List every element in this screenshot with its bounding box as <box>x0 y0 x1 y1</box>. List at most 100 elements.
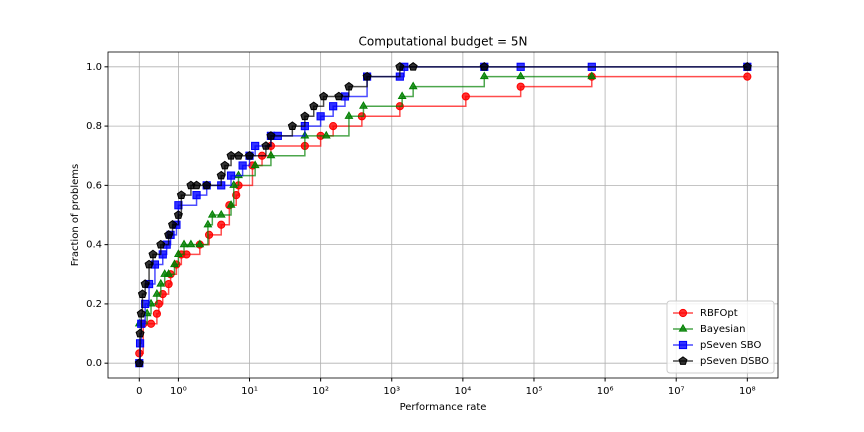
legend-label: pSeven DSBO <box>700 356 769 367</box>
marker <box>202 180 212 190</box>
y-tick-label: 0.8 <box>86 121 102 132</box>
marker <box>152 288 162 297</box>
x-axis-label: Performance rate <box>400 402 487 413</box>
x-tick-label: 10¹ <box>241 386 258 397</box>
marker <box>173 249 183 257</box>
legend-box <box>666 300 775 374</box>
marker <box>226 171 236 180</box>
marker <box>156 278 166 287</box>
marker <box>319 91 329 101</box>
marker <box>479 71 489 80</box>
marker <box>309 101 319 111</box>
marker <box>195 239 205 248</box>
marker <box>266 150 276 159</box>
x-tick-label: 10⁰ <box>170 386 187 397</box>
marker <box>226 150 236 160</box>
marker <box>321 130 331 139</box>
marker <box>137 289 147 298</box>
marker <box>134 358 144 368</box>
marker <box>220 160 230 170</box>
legend-label: Bayesian <box>700 324 746 335</box>
marker <box>203 219 213 228</box>
marker <box>141 299 150 309</box>
marker <box>170 259 179 268</box>
marker <box>192 191 201 200</box>
x-tick-label: 10⁷ <box>668 386 685 397</box>
marker <box>287 121 297 130</box>
marker <box>156 239 166 249</box>
y-tick-label: 0.4 <box>86 240 102 251</box>
legend: RBFOpt Bayesian pSeven SBO pSeven DSBO <box>666 300 775 374</box>
marker <box>461 92 470 101</box>
marker <box>164 230 174 239</box>
marker <box>678 340 688 350</box>
marker <box>408 62 418 71</box>
marker <box>186 239 196 248</box>
marker <box>334 91 344 101</box>
x-tick-label: 10⁵ <box>526 386 543 397</box>
marker <box>216 209 226 218</box>
marker <box>173 210 183 219</box>
marker <box>516 82 525 91</box>
marker <box>397 91 407 100</box>
marker <box>587 71 597 80</box>
y-tick-label: 0.2 <box>86 299 102 310</box>
marker <box>152 309 161 318</box>
marker <box>316 112 325 121</box>
marker <box>238 161 247 170</box>
marker <box>207 209 217 218</box>
marker <box>344 111 354 119</box>
marker <box>408 81 418 90</box>
marker <box>176 190 186 199</box>
marker <box>362 71 372 81</box>
x-tick-label: 10⁴ <box>454 386 471 397</box>
marker <box>742 62 752 71</box>
marker <box>266 131 276 140</box>
marker <box>136 308 146 318</box>
chart-title: Computational budget = 5N <box>358 35 527 49</box>
marker <box>192 180 202 190</box>
marker <box>226 200 236 208</box>
marker <box>135 328 145 338</box>
marker <box>678 356 688 365</box>
marker <box>140 279 150 288</box>
marker <box>250 160 260 169</box>
marker <box>168 220 178 229</box>
marker <box>678 308 688 318</box>
marker <box>146 319 156 328</box>
marker <box>148 249 158 259</box>
marker <box>144 259 154 269</box>
y-tick-label: 0.0 <box>86 358 102 369</box>
legend-label: RBFOpt <box>700 308 738 319</box>
marker <box>743 72 752 81</box>
marker <box>164 269 174 277</box>
marker <box>516 71 526 80</box>
x-tick-label: 10² <box>312 386 329 397</box>
marker <box>135 349 144 358</box>
x-tick-label: 10⁶ <box>597 386 614 397</box>
marker <box>395 62 405 71</box>
x-tick-label: 10³ <box>383 386 400 397</box>
marker <box>233 150 244 160</box>
marker <box>244 150 255 160</box>
marker <box>329 102 338 111</box>
marker <box>358 101 368 109</box>
marker <box>217 220 226 229</box>
marker <box>329 121 338 131</box>
y-tick-label: 1.0 <box>86 62 102 73</box>
y-axis-label: Fraction of problems <box>70 164 81 267</box>
legend-label: pSeven SBO <box>700 340 761 351</box>
marker <box>300 111 310 121</box>
marker <box>678 323 688 332</box>
marker <box>229 180 239 188</box>
y-tick-label: 0.6 <box>86 180 102 191</box>
marker <box>179 239 189 248</box>
marker <box>261 141 271 150</box>
marker <box>344 81 354 91</box>
marker <box>216 170 226 180</box>
marker <box>251 141 260 151</box>
axes-frame <box>107 51 779 379</box>
x-tick-label: 10⁸ <box>739 386 756 397</box>
